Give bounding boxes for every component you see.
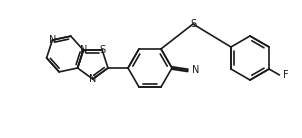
Text: N: N bbox=[49, 35, 56, 45]
Text: S: S bbox=[99, 45, 105, 55]
Text: S: S bbox=[190, 19, 196, 29]
Text: N: N bbox=[192, 65, 199, 75]
Text: F: F bbox=[284, 70, 289, 80]
Text: N: N bbox=[80, 45, 87, 55]
Text: N: N bbox=[89, 74, 96, 84]
